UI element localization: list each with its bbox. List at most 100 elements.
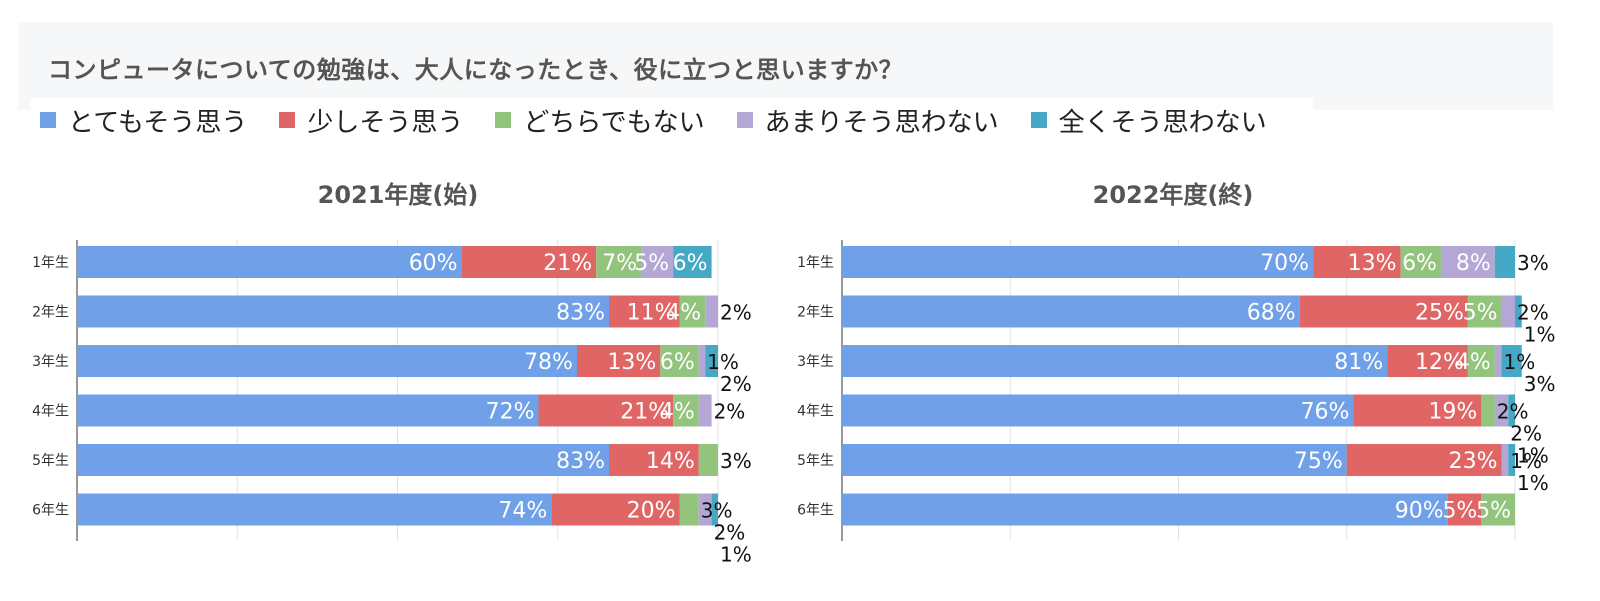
data-label: 11%: [627, 301, 676, 326]
bar-segment: [679, 493, 699, 526]
legend-swatch: [40, 112, 56, 128]
bar-segment: [698, 345, 706, 377]
data-label: 1%: [1510, 449, 1542, 473]
chart-2021: 2021年度(始) 1年生 60% 21% 7% 5% 6% 2年生 83% 11% 4% 2% 3年生…: [0, 165, 790, 567]
bar-segment: [1494, 394, 1509, 427]
data-label: 74%: [498, 499, 547, 524]
data-label: 78%: [524, 350, 573, 375]
bar-segment: [1447, 493, 1482, 526]
legend-item-3: あまりそう思わない: [736, 102, 999, 139]
data-label: 2%: [720, 372, 752, 396]
legend-swatch: [495, 112, 512, 128]
legend-label: あまりそう思わない: [764, 107, 999, 138]
category-label: 4年生: [32, 404, 69, 420]
bar-segment: [1467, 295, 1502, 328]
bar-segment: [842, 394, 1354, 427]
data-label: 76%: [1301, 400, 1350, 425]
data-label: 5%: [1463, 301, 1498, 326]
bar-segment: [1400, 246, 1441, 278]
data-label: 6%: [1402, 251, 1437, 276]
bar-segment: [679, 295, 706, 328]
data-label: 1%: [1504, 350, 1536, 374]
data-label: 1%: [1524, 323, 1556, 347]
bar-segment: [77, 444, 610, 476]
data-label: 20%: [627, 499, 676, 524]
data-label: 83%: [556, 449, 605, 474]
bar-segment: [1501, 444, 1509, 476]
data-label: 2%: [1510, 422, 1542, 446]
data-label: 5%: [1442, 499, 1477, 524]
category-label: 3年生: [32, 354, 69, 370]
bar-segment: [1501, 345, 1522, 377]
data-label: 1%: [1517, 471, 1549, 495]
chart-2022: 2022年度(終) 1年生 70% 13% 6% 8% 3% 2年生 68% 25% 5% 2% 1% 3…: [770, 165, 1570, 565]
bar-segment: [596, 246, 642, 278]
data-label: 23%: [1449, 449, 1498, 474]
bar-segment: [1494, 246, 1515, 278]
title-band: [18, 22, 1553, 110]
data-label: 4%: [666, 301, 701, 326]
data-label: 4%: [660, 400, 695, 425]
bar-segment: [538, 394, 674, 427]
bar-segment: [1313, 246, 1401, 278]
bar-segment: [673, 394, 699, 427]
data-label: 70%: [1260, 251, 1309, 276]
data-label: 13%: [607, 350, 656, 375]
legend-label: 全くそう思わない: [1058, 107, 1267, 138]
bar-segment: [1467, 345, 1495, 377]
bar-segment: [660, 345, 699, 377]
bar-segment: [77, 246, 462, 278]
category-label: 2年生: [32, 305, 69, 321]
page-title: コンピュータについての勉強は、大人になったとき、役に立つと思いますか？: [48, 56, 904, 84]
bar-segment: [711, 493, 718, 526]
data-label: 3%: [1524, 372, 1556, 396]
legend-label: とてもそう思う: [68, 107, 248, 138]
bar-segment: [1440, 246, 1495, 278]
bar-segment: [77, 493, 552, 526]
stacked-bar-chart-2022: 2022年度(終)1年生 70% 13% 6% 8% 3%2年生 68% 25%5% 2%1%3…: [797, 181, 1556, 541]
data-label: 2%: [714, 400, 746, 424]
category-label: 5年生: [797, 453, 834, 469]
bar-segment: [698, 394, 712, 427]
bar-segment: [1481, 493, 1515, 526]
chart-title: 2021年度(始): [318, 181, 479, 209]
bar-segment: [1353, 394, 1482, 427]
bar-segment: [842, 345, 1388, 377]
data-label: 12%: [1415, 350, 1464, 375]
data-label: 90%: [1395, 499, 1444, 524]
data-label: 2%: [720, 301, 752, 325]
bar-segment: [77, 394, 539, 427]
category-label: 6年生: [797, 503, 834, 519]
bar-segment: [842, 246, 1314, 278]
data-label: 5%: [1476, 499, 1511, 524]
bar-segment: [1515, 295, 1522, 328]
bar-segment: [1387, 345, 1468, 377]
data-label: 8%: [1456, 251, 1491, 276]
bar-segment: [705, 295, 718, 328]
legend-swatch: [279, 112, 296, 128]
legend-label: 少しそう思う: [307, 107, 464, 138]
bar-segment: [842, 295, 1300, 328]
bar-segment: [698, 444, 718, 476]
data-label: 83%: [556, 301, 605, 326]
data-label: 6%: [673, 251, 708, 276]
data-label: 2%: [714, 521, 746, 545]
bar-segment: [609, 295, 680, 328]
data-label: 3%: [720, 449, 752, 473]
bar-segment: [461, 246, 597, 278]
data-label: 3%: [701, 499, 733, 523]
data-label: 75%: [1294, 449, 1343, 474]
data-label: 81%: [1334, 350, 1383, 375]
legend-swatch: [736, 112, 753, 128]
bar-segment: [609, 444, 699, 476]
data-label: 1%: [1517, 444, 1549, 468]
bar-segment: [576, 345, 661, 377]
category-label: 1年生: [32, 255, 69, 271]
bar-segment: [1299, 295, 1468, 328]
chart-legend: とてもそう思う 少しそう思う どちらでもない あまりそう思わない 全くそう思わな…: [30, 98, 1313, 142]
category-label: 4年生: [797, 404, 834, 420]
legend-item-2: どちらでもない: [495, 102, 705, 139]
data-label: 13%: [1348, 251, 1397, 276]
legend-item-4: 全くそう思わない: [1030, 102, 1267, 139]
bar-segment: [1508, 394, 1515, 427]
